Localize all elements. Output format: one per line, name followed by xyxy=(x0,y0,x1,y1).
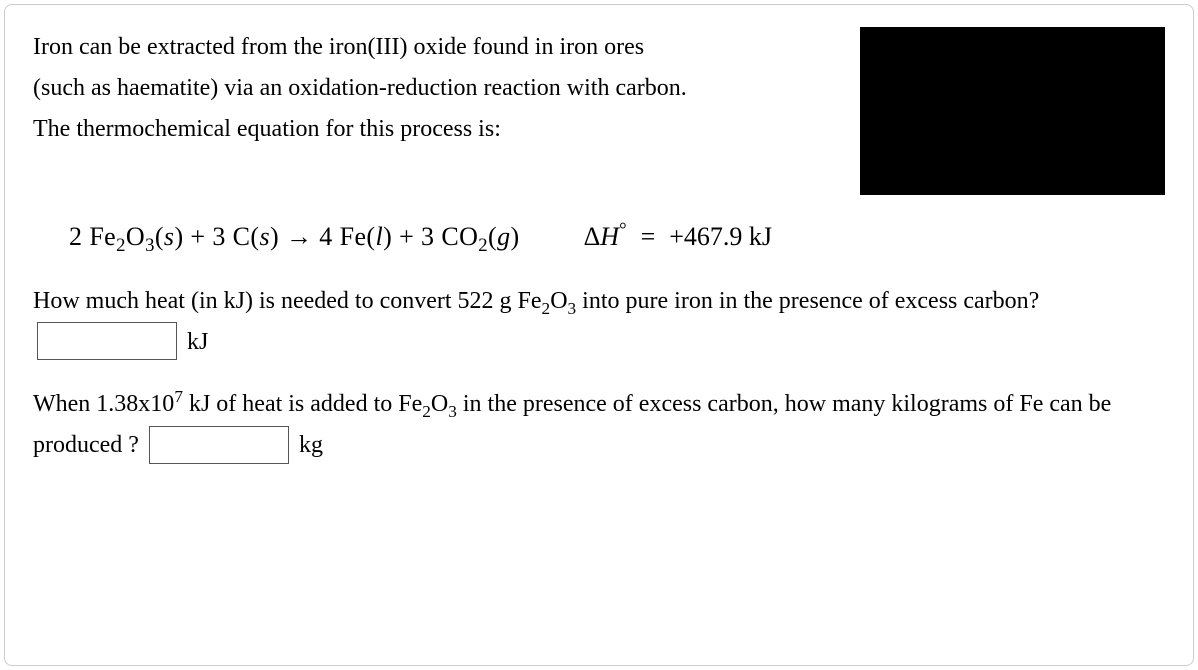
q2-sup: 7 xyxy=(174,387,183,406)
fe-close: ) xyxy=(383,222,392,251)
thermochemical-equation: 2 Fe2O3(s) + 3 C(s) → 4 Fe(l) + 3 CO2(g)… xyxy=(69,215,1165,259)
state-l: l xyxy=(375,222,383,251)
q1-sub2: 3 xyxy=(568,299,577,318)
intro-wrap: Iron can be extracted from the iron(III)… xyxy=(33,27,1165,197)
c-open: C( xyxy=(226,222,260,251)
coef-co2: 3 xyxy=(421,222,434,251)
q1-mid1: O xyxy=(550,288,567,314)
c-close: ) xyxy=(270,222,279,251)
state-s: s xyxy=(164,222,175,251)
q2-sub1: 2 xyxy=(422,402,431,421)
image-placeholder xyxy=(860,27,1165,195)
paren-open: ( xyxy=(155,222,164,251)
q2-mid2: O xyxy=(431,391,448,417)
answer-input-heat[interactable] xyxy=(37,322,177,360)
question-1: How much heat (in kJ) is needed to conve… xyxy=(33,281,1165,364)
enthalpy-expression: ΔH° = +467.9 kJ xyxy=(584,215,772,259)
reaction-equation: 2 Fe2O3(s) + 3 C(s) → 4 Fe(l) + 3 CO2(g) xyxy=(69,215,520,259)
delta-h: ΔH° xyxy=(584,215,627,259)
q1-pre: How much heat (in kJ) is needed to conve… xyxy=(33,288,542,314)
paren-close: ) xyxy=(174,222,183,251)
fe-txt: Fe xyxy=(89,222,116,251)
sub-2: 2 xyxy=(116,235,126,256)
coef-fe: 4 xyxy=(319,222,332,251)
co2-txt: CO xyxy=(434,222,478,251)
answer-input-mass[interactable] xyxy=(149,426,289,464)
degree-symbol: ° xyxy=(619,219,626,240)
plus-1: + xyxy=(190,222,212,251)
h-symbol: H xyxy=(600,222,619,251)
state-g: g xyxy=(497,222,510,251)
q2-pre: When 1.38x10 xyxy=(33,391,174,417)
sub-3: 3 xyxy=(145,235,155,256)
co2-close: ) xyxy=(511,222,520,251)
coef-fe2o3: 2 xyxy=(69,222,82,251)
fe-open: Fe( xyxy=(333,222,376,251)
intro-text: Iron can be extracted from the iron(III)… xyxy=(33,27,688,149)
question-2: When 1.38x107 kJ of heat is added to Fe2… xyxy=(33,384,1165,467)
o-txt: O xyxy=(126,222,145,251)
q1-unit: kJ xyxy=(181,329,208,355)
reaction-arrow: → xyxy=(286,222,319,251)
equals-sign: = xyxy=(641,215,656,259)
delta-symbol: Δ xyxy=(584,222,601,251)
co2-sub: 2 xyxy=(478,235,488,256)
plus-2: + xyxy=(399,222,421,251)
co2-open: ( xyxy=(488,222,497,251)
coef-c: 3 xyxy=(212,222,225,251)
q1-sub1: 2 xyxy=(542,299,551,318)
q2-mid1: kJ of heat is added to Fe xyxy=(183,391,422,417)
q1-post1: into pure iron in the presence of excess… xyxy=(576,288,1039,314)
q2-sub2: 3 xyxy=(448,402,457,421)
enthalpy-value: +467.9 kJ xyxy=(669,215,772,259)
state-s2: s xyxy=(259,222,270,251)
species-fe2o3: Fe2O3(s) xyxy=(89,222,190,251)
question-card: Iron can be extracted from the iron(III)… xyxy=(4,4,1194,666)
q2-unit: kg xyxy=(293,432,323,458)
